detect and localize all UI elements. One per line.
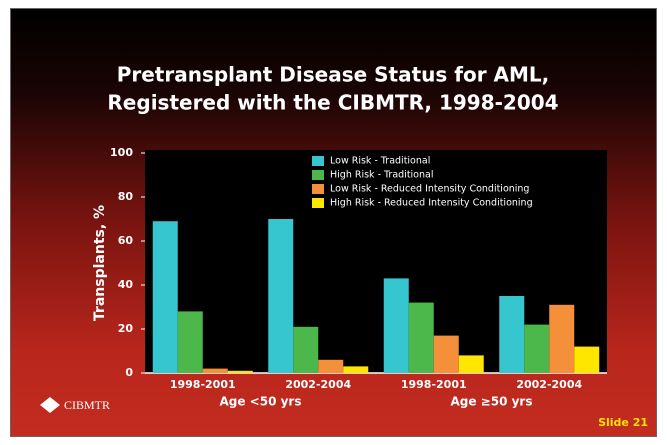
x-tick-label: 1998-2001 bbox=[170, 378, 236, 391]
x-tick-label: 2002-2004 bbox=[285, 378, 351, 391]
legend-label: High Risk - Reduced Intensity Conditioni… bbox=[330, 198, 533, 209]
bar bbox=[408, 302, 434, 373]
bar bbox=[433, 335, 459, 373]
y-tick-label: 60 bbox=[118, 234, 134, 247]
bar bbox=[524, 324, 550, 373]
bar bbox=[293, 326, 319, 373]
chart-title: Registered with the CIBMTR, 1998-2004 bbox=[107, 91, 558, 115]
y-tick-label: 0 bbox=[125, 366, 133, 379]
y-tick-label: 20 bbox=[118, 322, 134, 335]
bar bbox=[268, 219, 294, 373]
logo: CIBMTR bbox=[64, 398, 110, 412]
legend-label: High Risk - Traditional bbox=[330, 170, 433, 181]
legend-swatch bbox=[312, 198, 324, 208]
bar bbox=[177, 311, 203, 373]
group-label: Age <50 yrs bbox=[219, 395, 301, 409]
legend-label: Low Risk - Traditional bbox=[330, 156, 430, 167]
legend-swatch bbox=[312, 156, 324, 166]
bar bbox=[499, 296, 525, 373]
bar bbox=[318, 359, 344, 373]
y-tick-label: 100 bbox=[110, 146, 133, 159]
bar bbox=[202, 368, 228, 373]
x-tick-label: 1998-2001 bbox=[401, 378, 467, 391]
group-label: Age ≥50 yrs bbox=[450, 395, 532, 409]
legend-swatch bbox=[312, 184, 324, 194]
y-axis-label: Transplants, % bbox=[92, 205, 108, 321]
bar bbox=[227, 370, 253, 373]
legend-label: Low Risk - Reduced Intensity Conditionin… bbox=[330, 184, 529, 195]
bar bbox=[458, 355, 484, 373]
bar bbox=[574, 346, 600, 373]
slide-number: Slide 21 bbox=[598, 416, 648, 429]
logo-icon bbox=[40, 397, 60, 413]
y-tick-label: 40 bbox=[118, 278, 134, 291]
bar bbox=[549, 304, 575, 373]
bar bbox=[343, 366, 369, 373]
bar bbox=[383, 278, 409, 373]
legend-swatch bbox=[312, 170, 324, 180]
y-tick-label: 80 bbox=[118, 190, 134, 203]
x-tick-label: 2002-2004 bbox=[516, 378, 582, 391]
chart-title: Pretransplant Disease Status for AML, bbox=[117, 63, 550, 87]
bar bbox=[152, 221, 178, 373]
